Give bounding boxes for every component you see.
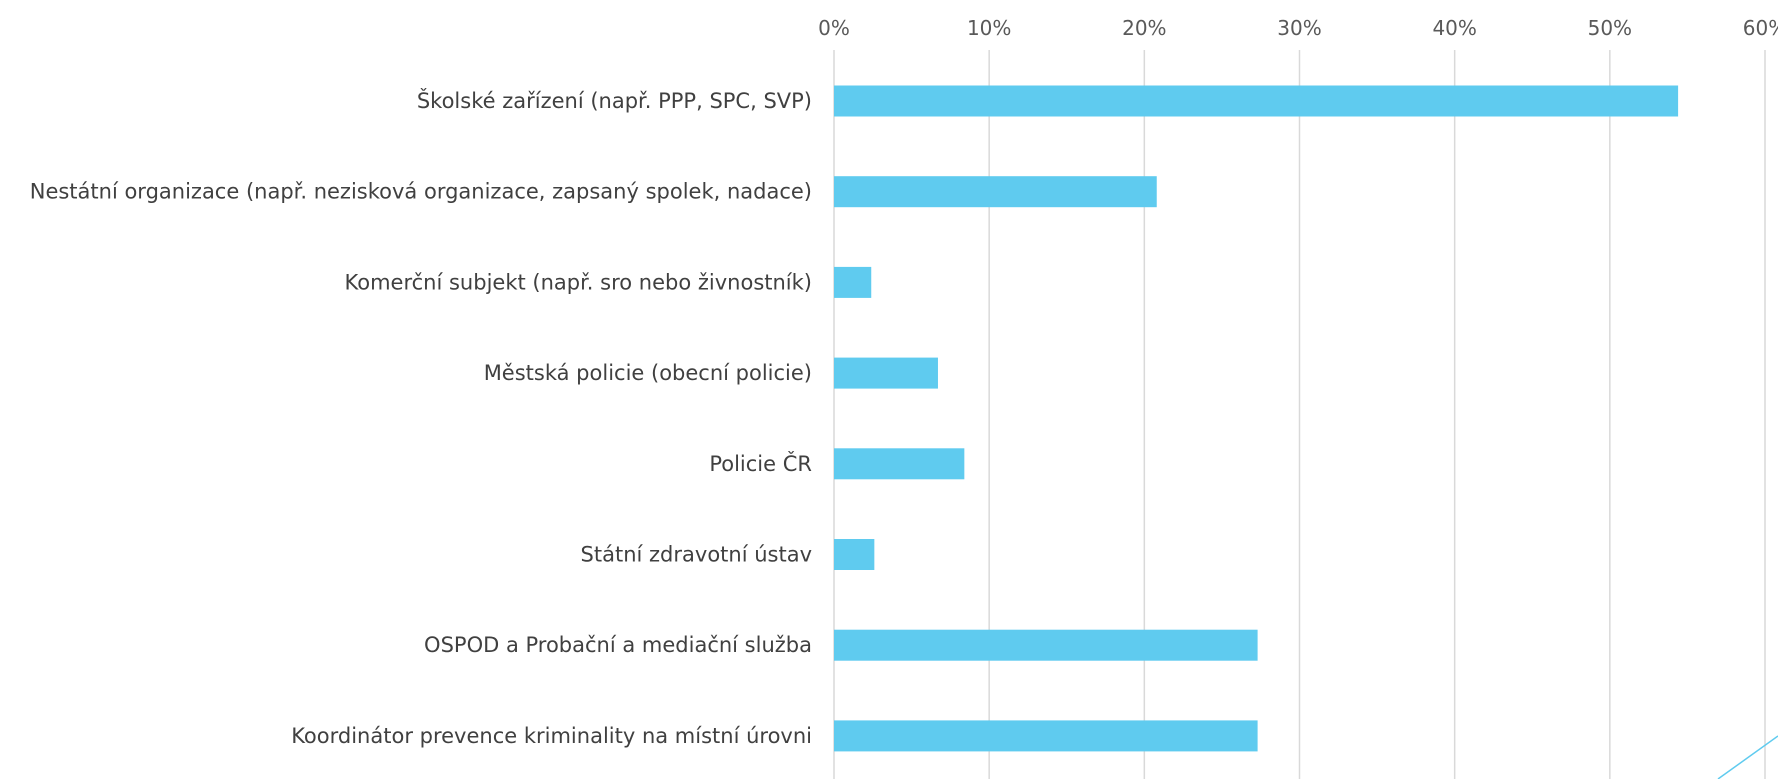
x-tick-label: 40%: [1432, 16, 1476, 40]
bar: [834, 629, 1258, 661]
category-labels: Školské zařízení (např. PPP, SPC, SVP) Ne…: [30, 88, 812, 748]
bar: [834, 85, 1679, 117]
bars: [834, 85, 1679, 752]
x-tick-label: 60%: [1743, 16, 1778, 40]
bar: [834, 720, 1258, 752]
x-tick-label: 10%: [967, 16, 1011, 40]
bar: [834, 176, 1157, 208]
gridlines: [833, 50, 1766, 779]
category-label: Komerční subjekt (např. sro nebo živnost…: [345, 270, 813, 294]
x-tick-label: 0%: [818, 16, 850, 40]
bar: [834, 539, 875, 570]
bar: [834, 266, 872, 298]
x-tick-label: 30%: [1277, 16, 1321, 40]
category-label: Státní zdravotní ústav: [581, 543, 812, 567]
decorative-corner-line: [1717, 735, 1778, 779]
x-axis-ticks: 0% 10% 20% 30% 40% 50% 60%: [818, 16, 1778, 40]
category-label: Policie ČR: [709, 451, 812, 476]
x-tick-label: 20%: [1122, 16, 1166, 40]
bar: [834, 448, 965, 480]
category-label: Městská policie (obecní policie): [484, 361, 812, 385]
bar: [834, 357, 938, 389]
category-label: Školské zařízení (např. PPP, SPC, SVP): [417, 88, 812, 113]
category-label: OSPOD a Probační a mediační služba: [424, 633, 812, 657]
x-tick-label: 50%: [1588, 16, 1632, 40]
category-label: Koordinátor prevence kriminality na míst…: [291, 724, 812, 748]
category-label: Nestátní organizace (např. nezisková org…: [30, 180, 812, 204]
